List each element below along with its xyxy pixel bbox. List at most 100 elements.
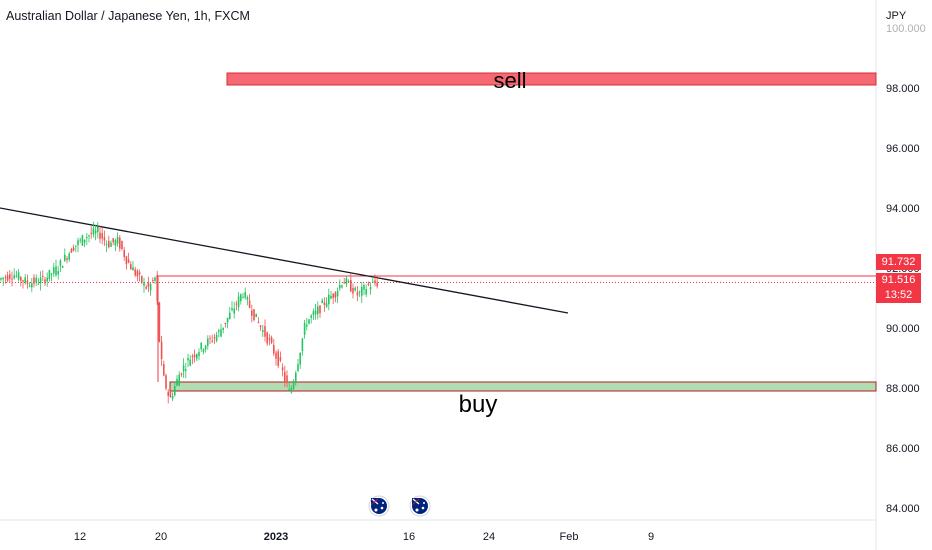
candle-body: [94, 230, 97, 234]
candle-body: [125, 256, 128, 265]
candle-body: [290, 388, 293, 393]
candle-body: [99, 232, 101, 240]
candle-body: [158, 302, 161, 342]
candle-body: [17, 272, 20, 280]
candle-body: [286, 375, 288, 384]
y-tick-label: 90.000: [886, 323, 920, 335]
x-tick-label: 16: [403, 531, 415, 543]
y-tick-label: 88.000: [886, 383, 920, 395]
candle-body: [6, 275, 9, 281]
candle-body: [264, 326, 266, 337]
candle-body: [33, 277, 35, 284]
candle-body: [149, 283, 152, 291]
candle-body: [154, 277, 156, 281]
candle-body: [237, 296, 240, 307]
candle-body: [147, 282, 150, 287]
candle-body: [330, 295, 332, 299]
candle-body: [156, 274, 158, 302]
candle-body: [233, 308, 235, 314]
australia-flag-icon[interactable]: [368, 495, 390, 517]
candle-body: [235, 303, 238, 305]
candle-body: [308, 319, 310, 324]
candle-body: [121, 241, 123, 250]
last-price-tag: 91.516: [876, 273, 921, 288]
candle-body: [248, 300, 251, 308]
candle-body: [70, 248, 73, 253]
candle-body: [314, 310, 317, 315]
candle-body: [198, 352, 200, 357]
candle-body: [138, 272, 141, 275]
level-price-tag: 91.732: [876, 254, 921, 270]
candle-body: [303, 323, 306, 336]
candle-body: [4, 276, 7, 278]
y-tick-label: 100.000: [886, 23, 926, 35]
y-tick-label: 86.000: [886, 443, 920, 455]
candle-body: [220, 329, 222, 337]
candle-body: [354, 287, 356, 291]
candle-body: [90, 232, 92, 234]
candle-body: [182, 365, 185, 372]
candle-body: [288, 389, 290, 391]
candle-body: [185, 369, 187, 371]
candle-body: [284, 371, 286, 382]
candle-body: [317, 306, 319, 315]
candle-body: [246, 297, 249, 300]
candle-body: [167, 391, 169, 397]
candle-body: [336, 290, 339, 297]
candle-body: [211, 340, 213, 342]
candle-body: [273, 344, 275, 354]
candle-body: [312, 311, 315, 315]
candle-body: [372, 281, 374, 283]
candle-body: [88, 235, 90, 237]
candle-body: [48, 269, 51, 279]
candle-body: [253, 309, 255, 321]
candle-body: [61, 266, 64, 268]
candle-body: [332, 293, 334, 298]
x-tick-label: 20: [155, 531, 167, 543]
candle-body: [160, 341, 163, 359]
candle-body: [196, 354, 198, 359]
candle-body: [81, 235, 84, 246]
candle-body: [321, 300, 323, 303]
candle-body: [26, 280, 29, 284]
candle-body: [281, 367, 284, 371]
candle-body: [42, 275, 44, 277]
buy-label: buy: [459, 391, 498, 418]
candle-body: [358, 291, 361, 293]
candle-body: [83, 239, 86, 243]
candle-body: [224, 322, 227, 324]
candle-body: [240, 294, 242, 302]
australia-flag-icon[interactable]: [409, 495, 431, 517]
candle-body: [361, 286, 363, 296]
candle-body: [374, 280, 376, 284]
candle-body: [57, 271, 59, 275]
candle-body: [134, 269, 136, 276]
x-tick-label: 24: [483, 531, 495, 543]
sell-label: sell: [493, 68, 526, 93]
currency-label: JPY: [886, 10, 907, 22]
candle-body: [103, 237, 106, 241]
chart-title: Australian Dollar / Japanese Yen, 1h, FX…: [6, 9, 250, 23]
candle-body: [295, 372, 297, 383]
candle-body: [112, 238, 114, 243]
candle-body: [200, 342, 202, 350]
candle-body: [178, 374, 180, 386]
candle-body: [44, 279, 46, 284]
candle-body: [189, 359, 191, 366]
candle-body: [75, 245, 77, 247]
candle-body: [343, 282, 345, 284]
candle-body: [152, 279, 154, 281]
candle-body: [207, 338, 209, 346]
candle-body: [262, 330, 264, 332]
candle-body: [9, 274, 11, 279]
candle-body: [299, 352, 301, 365]
candle-body: [297, 364, 299, 371]
candle-body: [218, 330, 220, 333]
y-tick-label: 94.000: [886, 203, 920, 215]
x-tick-label: Feb: [560, 531, 579, 543]
candle-body: [204, 345, 207, 350]
candle-body: [35, 277, 37, 283]
candle-body: [310, 315, 312, 318]
